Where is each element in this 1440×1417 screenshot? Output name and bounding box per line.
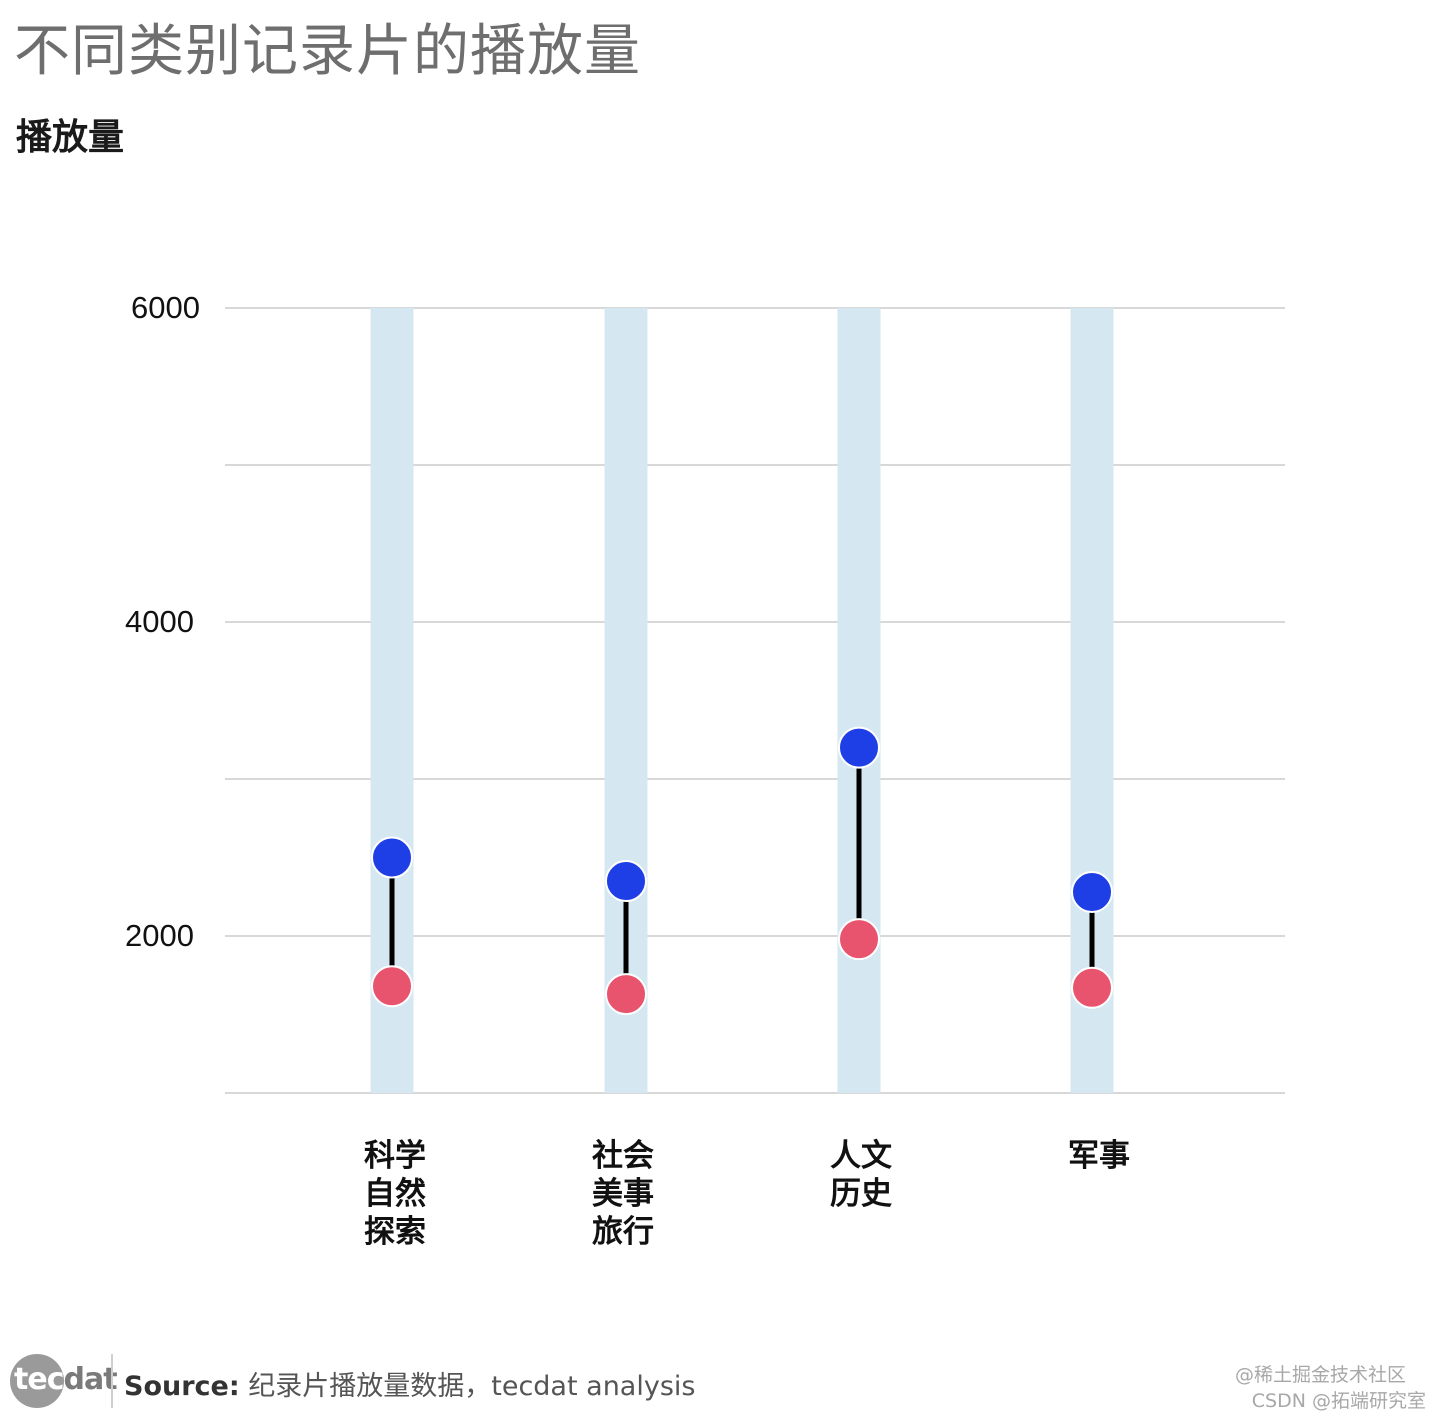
y-tick-label: 4000: [125, 604, 194, 639]
low-value-point: [371, 965, 413, 1008]
category-label-line: 历史: [830, 1176, 892, 1212]
category-label-line: 科学: [364, 1138, 426, 1174]
category-label-line: 美事: [592, 1176, 654, 1212]
category-label-line: 人文: [830, 1138, 892, 1174]
logo-circle-shape: [10, 1354, 64, 1408]
low-value-point: [838, 918, 880, 961]
category-label: 人文历史: [830, 1138, 892, 1212]
tecdat-logo: tecdat: [10, 1352, 118, 1410]
category-label: 社会美事旅行: [592, 1138, 654, 1250]
high-value-point: [371, 836, 413, 879]
y-tick-label: 2000: [125, 918, 194, 953]
source-text: 纪录片播放量数据，tecdat analysis: [248, 1371, 696, 1402]
category-label: 军事: [1068, 1138, 1130, 1174]
logo-wordmark: tecdat: [14, 1362, 118, 1397]
chart-title: 不同类别记录片的播放量: [14, 19, 641, 84]
dumbbell-chart: 6000 4000 2000 科学自然探索 社会美事旅行 人文历史 军事: [125, 290, 1285, 1250]
watermark-csdn: CSDN @拓端研究室: [1251, 1390, 1426, 1412]
logo-divider: [111, 1354, 113, 1408]
high-value-point: [605, 860, 647, 903]
category-label-line: 自然: [364, 1176, 426, 1212]
category-label-line: 旅行: [592, 1214, 654, 1250]
watermark-juejin: @稀土掘金技术社区: [1234, 1364, 1406, 1386]
category-label-line: 军事: [1068, 1138, 1130, 1174]
category-bands: [370, 308, 1114, 1093]
data-points: [371, 726, 1113, 1016]
high-value-point: [838, 726, 880, 769]
category-label-line: 探索: [364, 1214, 426, 1250]
logo-rest-text: dat: [63, 1362, 117, 1397]
connector-lines: [389, 747, 1095, 995]
category-labels: 科学自然探索 社会美事旅行 人文历史 军事: [364, 1138, 1130, 1250]
source-label: Source:: [124, 1371, 240, 1402]
y-tick-labels: 6000 4000 2000: [125, 290, 200, 953]
y-axis-label: 播放量: [16, 117, 125, 158]
low-value-point: [605, 973, 647, 1016]
source-note: Source: 纪录片播放量数据，tecdat analysis: [124, 1364, 695, 1403]
low-value-point: [1071, 966, 1113, 1009]
category-label-line: 社会: [592, 1138, 654, 1174]
y-tick-label: 6000: [131, 290, 200, 325]
footer: tecdat Source: 纪录片播放量数据，tecdat analysis …: [0, 1340, 1440, 1417]
high-value-point: [1071, 871, 1113, 914]
logo-highlight-text: tec: [14, 1362, 64, 1397]
category-label: 科学自然探索: [364, 1138, 426, 1250]
category-band: [837, 308, 881, 1093]
